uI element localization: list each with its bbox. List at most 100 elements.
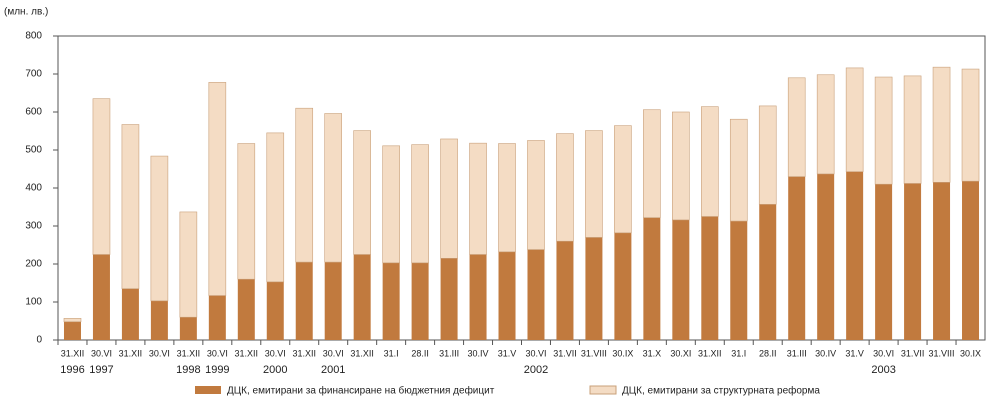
bar-segment xyxy=(556,133,574,242)
bar-segment xyxy=(208,295,226,340)
y-tick-label: 0 xyxy=(36,335,42,346)
x-tick-label: 31.I xyxy=(731,348,746,358)
bar-segment xyxy=(63,321,81,340)
bar-segment xyxy=(121,288,139,340)
legend-swatch xyxy=(195,386,221,394)
y-axis-label: (млн. лв.) xyxy=(4,7,48,18)
bar-segment xyxy=(787,77,806,177)
bar-segment xyxy=(92,254,110,340)
y-tick-label: 600 xyxy=(25,107,42,118)
bar-segment xyxy=(179,211,198,318)
y-tick-label: 100 xyxy=(25,297,42,308)
bar-segment xyxy=(440,138,458,259)
year-label: 1997 xyxy=(89,364,113,376)
year-label: 2003 xyxy=(871,364,895,376)
x-tick-label: 31.XII xyxy=(698,348,722,358)
x-tick-label: 30.VI xyxy=(91,348,112,358)
bar-segment xyxy=(353,130,371,255)
year-label: 2001 xyxy=(321,364,345,376)
bar-segment xyxy=(759,204,777,340)
bar-segment xyxy=(411,144,429,264)
x-tick-label: 31.V xyxy=(498,348,517,358)
bar-segment xyxy=(266,281,284,340)
bar-segment xyxy=(643,109,661,218)
legend-label: ДЦК, емитирани за финансиране на бюджетн… xyxy=(227,385,495,397)
x-tick-label: 30.IV xyxy=(468,348,489,358)
bar-segment xyxy=(614,232,632,340)
bar-segment xyxy=(933,182,951,340)
bar-segment xyxy=(382,145,400,264)
x-tick-label: 31.VIII xyxy=(581,348,607,358)
bar-segment xyxy=(903,75,922,184)
bar-segment xyxy=(730,221,748,340)
y-tick-label: 400 xyxy=(25,183,42,194)
x-tick-label: 31.XII xyxy=(292,348,316,358)
bar-segment xyxy=(817,173,835,340)
bar-segment xyxy=(527,140,545,250)
x-tick-label: 31.XII xyxy=(119,348,143,358)
bar-segment xyxy=(846,171,864,340)
bar-segment xyxy=(556,241,574,340)
bar-segment xyxy=(874,76,893,185)
bar-segment xyxy=(672,219,690,340)
x-tick-label: 31.V xyxy=(845,348,864,358)
bar-segment xyxy=(324,113,343,263)
bar-segment xyxy=(92,98,111,255)
bar-segment xyxy=(788,176,806,340)
x-tick-label: 31.III xyxy=(787,348,807,358)
bar-segment xyxy=(962,181,980,340)
bar-segment xyxy=(643,217,661,340)
x-tick-label: 28.II xyxy=(759,348,777,358)
x-tick-label: 31.XII xyxy=(235,348,259,358)
x-tick-label: 31.VII xyxy=(553,348,577,358)
bar-segment xyxy=(150,300,168,340)
x-tick-label: 31.III xyxy=(439,348,459,358)
x-tick-label: 30.VI xyxy=(323,348,344,358)
bar-segment xyxy=(614,125,632,234)
bar-segment xyxy=(382,262,400,340)
bar-segment xyxy=(440,258,458,340)
bar-segment xyxy=(585,237,603,340)
bar-segment xyxy=(150,155,169,302)
legend-label: ДЦК, емитирани за структурната реформа xyxy=(622,385,820,397)
y-tick-label: 200 xyxy=(25,259,42,270)
x-tick-label: 30.VI xyxy=(149,348,170,358)
bar-segment xyxy=(324,262,342,340)
bar-segment xyxy=(527,249,545,340)
x-tick-label: 30.IX xyxy=(960,348,981,358)
bar-segment xyxy=(845,67,864,172)
bar-segment xyxy=(932,66,951,183)
x-tick-label: 30.VI xyxy=(265,348,286,358)
x-tick-label: 31.VII xyxy=(901,348,925,358)
y-tick-label: 500 xyxy=(25,145,42,156)
year-label: 1999 xyxy=(205,364,229,376)
year-label: 1998 xyxy=(176,364,200,376)
x-tick-label: 30.VI xyxy=(873,348,894,358)
bar-segment xyxy=(585,130,603,238)
bar-segment xyxy=(237,143,256,280)
y-tick-label: 300 xyxy=(25,221,42,232)
bar-segment xyxy=(353,254,371,340)
legend-swatch xyxy=(589,385,617,395)
bar-segment xyxy=(469,142,487,255)
bar-segment xyxy=(816,74,835,175)
x-tick-label: 31.X xyxy=(643,348,662,358)
x-tick-label: 30.XI xyxy=(670,348,691,358)
bar-segment xyxy=(498,251,516,340)
bar-segment xyxy=(266,132,285,283)
x-tick-label: 31.XII xyxy=(61,348,85,358)
x-tick-label: 30.IX xyxy=(612,348,633,358)
bar-segment xyxy=(701,216,719,340)
year-label: 2002 xyxy=(524,364,548,376)
bar-segment xyxy=(672,111,690,221)
y-tick-label: 700 xyxy=(25,69,42,80)
x-tick-label: 31.VIII xyxy=(929,348,955,358)
x-tick-label: 30.VI xyxy=(525,348,546,358)
x-tick-label: 31.I xyxy=(384,348,399,358)
bar-segment xyxy=(469,254,487,340)
bar-segment xyxy=(904,183,922,340)
bar-segment xyxy=(295,262,313,340)
bar-segment xyxy=(295,107,314,263)
bar-segment xyxy=(961,68,980,182)
year-label: 2000 xyxy=(263,364,287,376)
